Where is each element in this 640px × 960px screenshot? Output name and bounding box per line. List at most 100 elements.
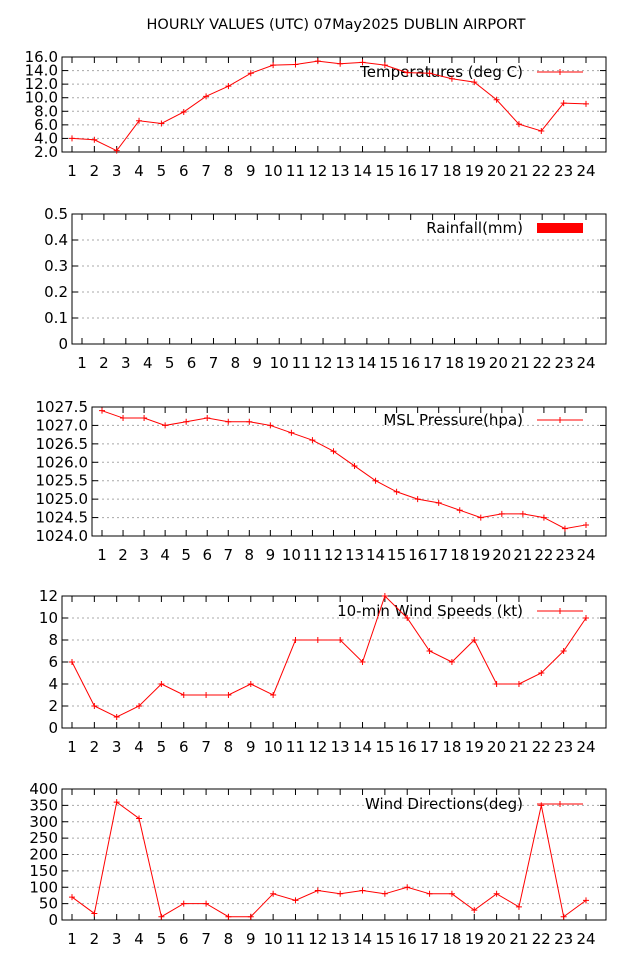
x-tick-label: 13 [335, 354, 354, 372]
data-point [426, 890, 433, 897]
data-point [69, 135, 75, 142]
x-tick-label: 5 [157, 162, 167, 180]
y-tick-label: 1025.0 [36, 490, 89, 508]
y-tick-label: 0.2 [44, 283, 68, 301]
plot-frame [71, 213, 607, 345]
data-point [247, 70, 254, 77]
legend-label: Temperatures (deg C) [359, 63, 523, 81]
x-tick-label: 5 [181, 546, 191, 564]
x-tick-label: 18 [442, 930, 461, 948]
data-point [404, 69, 411, 76]
x-tick-label: 16 [408, 546, 427, 564]
x-tick-label: 19 [465, 930, 484, 948]
x-tick-label: 9 [246, 162, 256, 180]
x-tick-label: 5 [165, 354, 175, 372]
x-tick-label: 20 [487, 930, 506, 948]
data-point [136, 117, 143, 124]
x-tick-label: 8 [224, 738, 234, 756]
x-tick-label: 20 [489, 354, 508, 372]
data-point [381, 890, 388, 897]
x-tick-label: 11 [286, 738, 305, 756]
data-point [561, 525, 568, 532]
data-point [456, 507, 463, 514]
chart-rainfall: 00.10.20.30.40.51 2 3 4 5 6 7 8 9 10 11 12 13 14 15 16 1… [44, 205, 607, 372]
series-line [71, 595, 587, 718]
x-tick-label: 17 [420, 930, 439, 948]
data-point [426, 70, 433, 77]
legend-marker [557, 417, 563, 423]
data-point [91, 703, 98, 709]
data-point [337, 60, 344, 67]
x-tick-label: 23 [554, 162, 573, 180]
data-point [337, 890, 344, 897]
y-tick-label: 4.0 [34, 129, 58, 147]
x-tick-label: 3 [121, 354, 131, 372]
data-point [270, 62, 277, 69]
data-point [69, 659, 75, 665]
y-tick-label: 4 [48, 675, 58, 693]
data-point [471, 907, 478, 914]
series-line [101, 410, 587, 530]
data-point [471, 637, 478, 643]
x-tick-label: 3 [112, 930, 122, 948]
y-tick-label: 1027.5 [36, 398, 89, 416]
x-tick-label: 3 [112, 738, 122, 756]
x-tick-label: 2 [90, 930, 100, 948]
x-tick-label: 8 [231, 354, 241, 372]
data-point [560, 100, 567, 107]
y-tick-label: 250 [29, 829, 58, 847]
data-point [498, 510, 505, 517]
data-point [515, 903, 522, 910]
data-point [180, 692, 187, 698]
x-tick-label: 24 [576, 546, 595, 564]
legend-marker [557, 801, 563, 807]
x-tick-label: 10 [270, 354, 289, 372]
x-tick-label: 10 [264, 738, 283, 756]
x-tick-label: 1 [67, 930, 77, 948]
x-tick-label: 10 [282, 546, 301, 564]
data-point [292, 61, 299, 68]
data-point [404, 615, 411, 621]
y-tick-label: 10.0 [25, 89, 58, 107]
x-tick-label: 22 [533, 354, 552, 372]
data-point [180, 108, 187, 115]
data-point [91, 136, 98, 143]
x-tick-label: 15 [375, 930, 394, 948]
chart-temperature: 2.04.06.08.010.012.014.016.01 2 3 4 5 6 7 8 9 10 1… [25, 48, 607, 180]
x-tick-label: 18 [442, 162, 461, 180]
data-point [91, 910, 98, 917]
x-tick-label: 14 [366, 546, 385, 564]
legend-marker [557, 608, 563, 614]
data-point [540, 514, 547, 521]
x-tick-label: 9 [246, 738, 256, 756]
legend-label: Wind Directions(deg) [365, 795, 523, 813]
data-point [381, 593, 388, 599]
data-point [225, 692, 232, 698]
data-point [493, 681, 500, 687]
y-tick-label: 12.0 [25, 75, 58, 93]
x-tick-label: 11 [286, 162, 305, 180]
x-tick-label: 12 [308, 930, 327, 948]
x-tick-label: 8 [224, 162, 234, 180]
series-line [71, 60, 587, 152]
data-point [69, 894, 75, 901]
x-tick-label: 19 [471, 546, 490, 564]
data-point [309, 437, 316, 444]
y-tick-label: 0 [48, 719, 58, 737]
data-point [246, 418, 253, 425]
x-tick-label: 6 [187, 354, 197, 372]
data-point [448, 75, 455, 82]
plot-frame [61, 56, 607, 153]
data-point [583, 615, 589, 621]
x-tick-label: 19 [465, 738, 484, 756]
x-tick-label: 24 [576, 354, 595, 372]
data-point [477, 514, 484, 521]
data-point [372, 477, 379, 484]
data-point [203, 93, 210, 100]
y-tick-label: 6 [48, 653, 58, 671]
x-tick-label: 17 [420, 738, 439, 756]
data-point [493, 96, 500, 103]
y-tick-label: 100 [29, 878, 58, 896]
y-tick-label: 8.0 [34, 102, 58, 120]
x-tick-label: 4 [134, 738, 144, 756]
